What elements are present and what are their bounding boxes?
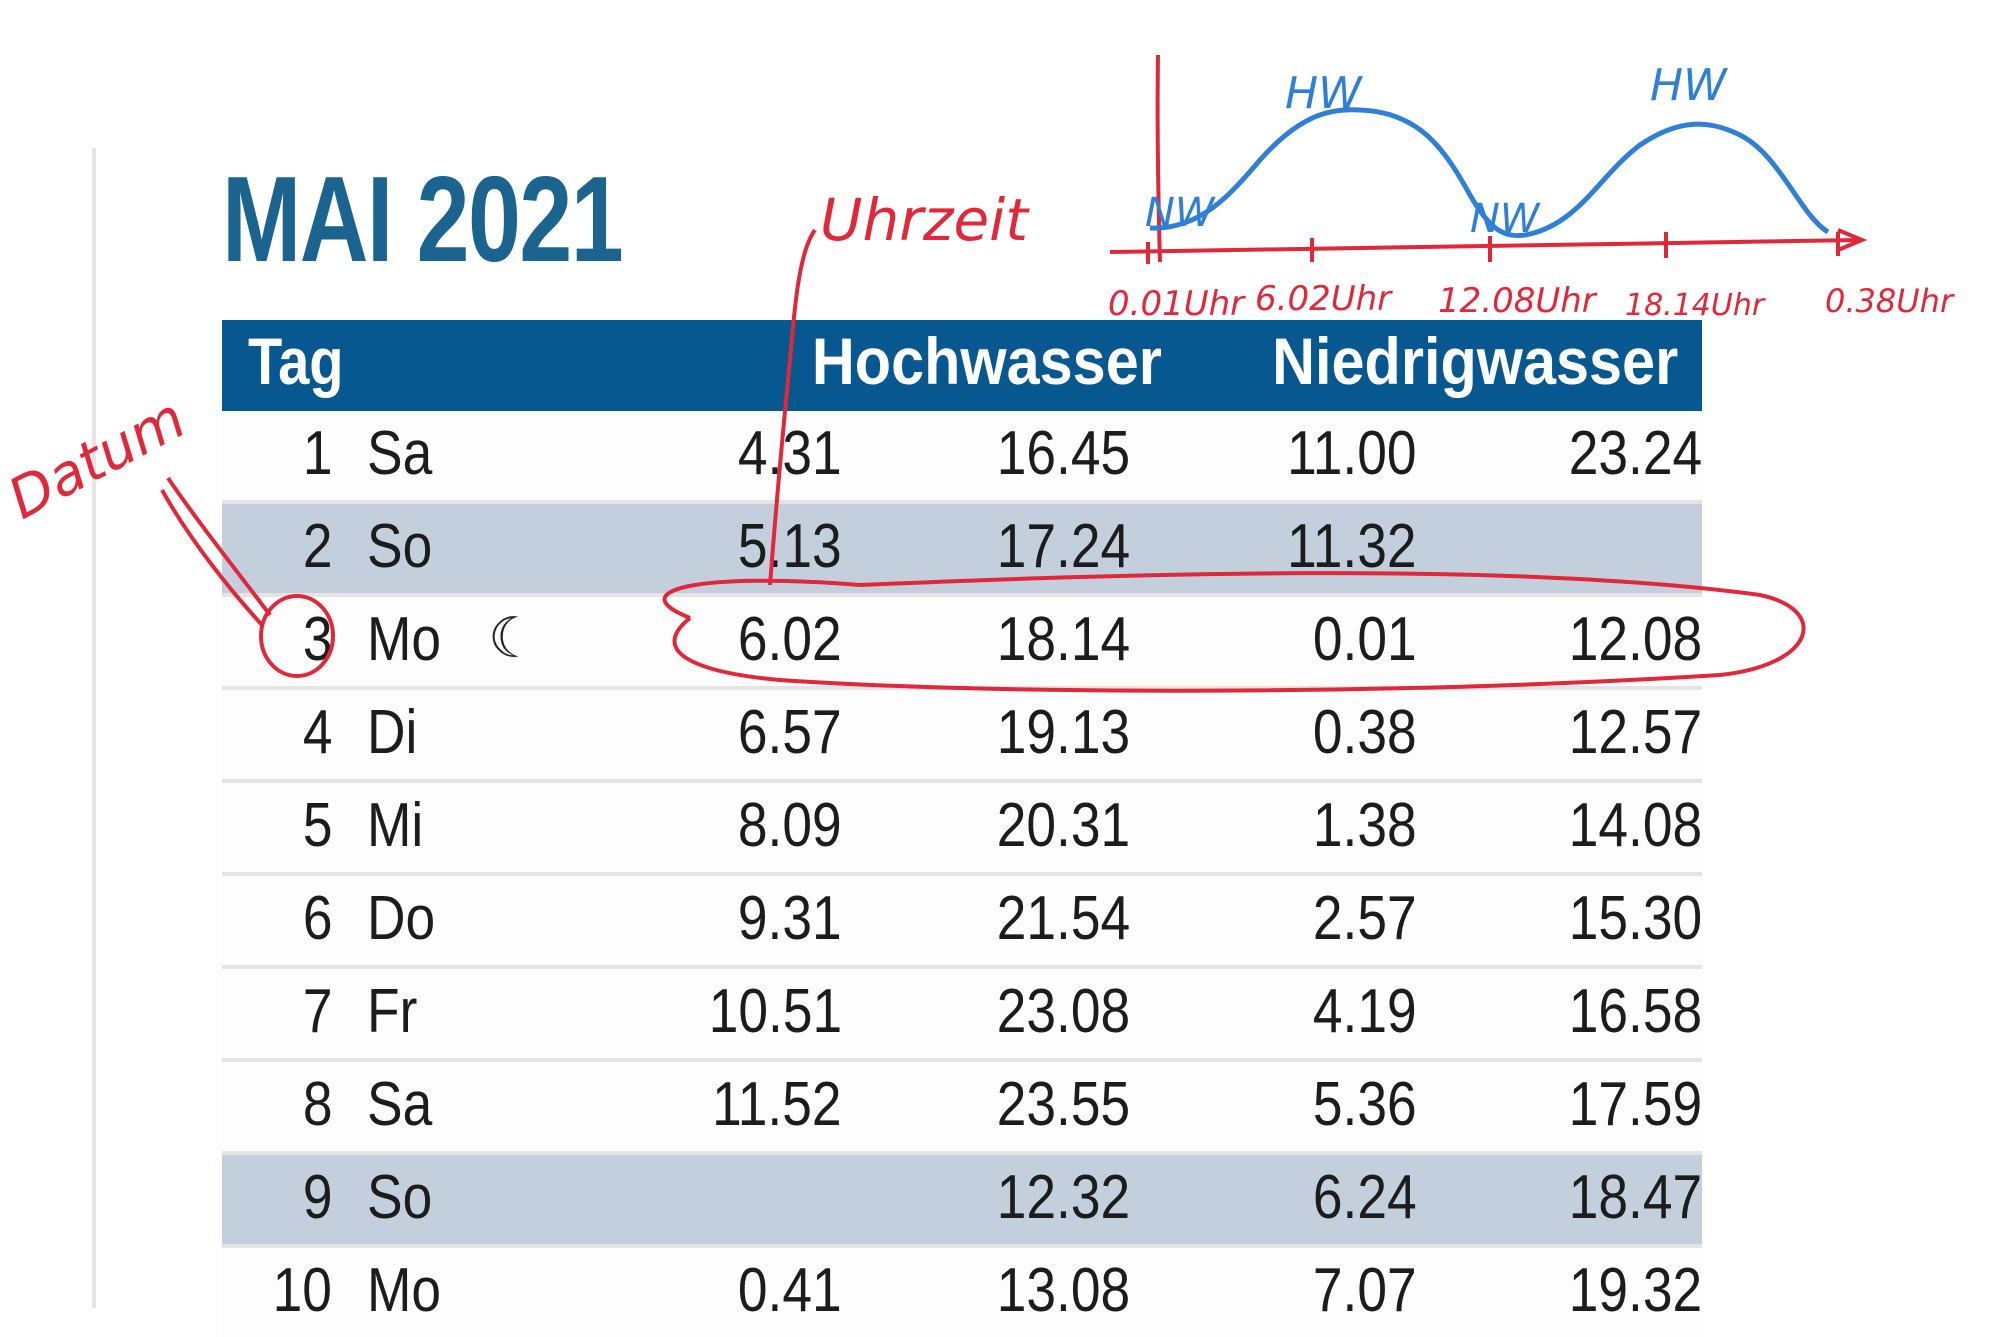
low-water-1-cell: 6.24 (1313, 1163, 1417, 1232)
weekday-cell: So (367, 1163, 433, 1232)
datum-label: Datum (0, 386, 196, 532)
low-water-2-cell: 15.30 (1568, 884, 1702, 953)
high-water-1-cell: 9.31 (738, 884, 842, 953)
weekday-cell: Mo (367, 605, 442, 674)
high-water-2-cell: 23.08 (996, 977, 1130, 1046)
low-water-1-cell: 11.00 (1287, 419, 1417, 488)
day-cell: 6 (302, 884, 332, 953)
low-water-1-cell: 7.07 (1313, 1256, 1417, 1325)
day-cell: 2 (302, 512, 332, 581)
low-water-2-cell: 18.47 (1568, 1163, 1702, 1232)
day-cell: 3 (302, 605, 332, 674)
high-water-2-cell: 20.31 (996, 791, 1130, 860)
low-water-2-cell: 16.58 (1568, 977, 1702, 1046)
weekday-cell: Fr (367, 977, 418, 1046)
table-row: 7 Fr 10.51 23.08 4.19 16.58 (222, 965, 1702, 1058)
sketch-label-nw-1: NW (1145, 190, 1216, 236)
weekday-cell: Di (367, 698, 418, 767)
high-water-2-cell: 16.45 (996, 419, 1130, 488)
high-water-2-cell: 21.54 (996, 884, 1130, 953)
weekday-cell: Mo (367, 1256, 442, 1325)
table-row: 10 Mo 0.41 13.08 7.07 19.32 (222, 1244, 1702, 1337)
table-row: 2 So 5.13 17.24 11.32 (222, 500, 1702, 593)
high-water-2-cell: 12.32 (996, 1163, 1130, 1232)
table-header: Tag Hochwasser Niedrigwasser (222, 320, 1702, 411)
low-water-1-cell: 0.38 (1313, 698, 1417, 767)
day-cell: 9 (302, 1163, 332, 1232)
high-water-1-cell: 10.51 (708, 977, 842, 1046)
sketch-time-label-3: 12.08Uhr (1438, 281, 1598, 321)
low-water-1-cell: 0.01 (1313, 605, 1417, 674)
low-water-1-cell: 2.57 (1313, 884, 1417, 953)
table-row: 4 Di 6.57 19.13 0.38 12.57 (222, 686, 1702, 779)
high-water-1-cell: 4.31 (738, 419, 842, 488)
high-water-1-cell: 11.52 (712, 1070, 842, 1139)
low-water-2-cell: 12.57 (1568, 698, 1702, 767)
header-high-water: Hochwasser (812, 324, 1162, 398)
sketch-label-nw-2: NW (1470, 196, 1541, 242)
header-day: Tag (248, 324, 344, 398)
sketch-tide-curve (1149, 107, 1830, 239)
table-body: 1 Sa 4.31 16.45 11.00 23.24 2 So 5.13 17.24 11.32 3… (222, 411, 1702, 1337)
weekday-cell: Mi (367, 791, 424, 860)
table-row: 3 Mo ☾ 6.02 18.14 0.01 12.08 (222, 593, 1702, 686)
month-title: MAI 2021 (222, 151, 624, 287)
high-water-2-cell: 18.14 (996, 605, 1130, 674)
low-water-2-cell: 14.08 (1568, 791, 1702, 860)
sketch-time-label-1: 0.01Uhr (1108, 284, 1246, 324)
table-row: 1 Sa 4.31 16.45 11.00 23.24 (222, 411, 1702, 500)
sketch-time-label-5: 0.38Uhr (1825, 282, 1955, 320)
low-water-1-cell: 1.38 (1313, 791, 1417, 860)
sketch-time-label-4: 18.14Uhr (1625, 288, 1766, 323)
day-cell: 5 (302, 791, 332, 860)
sketch-label-hw-2: HW (1650, 60, 1728, 111)
high-water-1-cell: 8.09 (738, 791, 842, 860)
high-water-1-cell: 6.57 (738, 698, 842, 767)
moon-phase-icon: ☾ (488, 606, 539, 671)
low-water-2-cell: 19.32 (1568, 1256, 1702, 1325)
sketch-time-label-2: 6.02Uhr (1255, 279, 1393, 319)
table-row: 5 Mi 8.09 20.31 1.38 14.08 (222, 779, 1702, 872)
low-water-1-cell: 5.36 (1313, 1070, 1417, 1139)
low-water-2-cell: 12.08 (1568, 605, 1702, 674)
low-water-2-cell: 23.24 (1568, 419, 1702, 488)
low-water-1-cell: 11.32 (1287, 512, 1417, 581)
high-water-1-cell: 5.13 (738, 512, 842, 581)
weekday-cell: So (367, 512, 433, 581)
day-cell: 7 (302, 977, 332, 1046)
low-water-1-cell: 4.19 (1313, 977, 1417, 1046)
weekday-cell: Do (367, 884, 436, 953)
table-row: 6 Do 9.31 21.54 2.57 15.30 (222, 872, 1702, 965)
high-water-2-cell: 23.55 (996, 1070, 1130, 1139)
sketch-x-axis (1109, 238, 1861, 254)
page-edge (92, 148, 96, 1308)
high-water-1-cell: 6.02 (738, 605, 842, 674)
high-water-2-cell: 17.24 (996, 512, 1130, 581)
day-cell: 1 (302, 419, 332, 488)
day-cell: 4 (302, 698, 332, 767)
sketch-x-arrow (1837, 228, 1868, 252)
uhrzeit-label: Uhrzeit (820, 186, 1030, 254)
weekday-cell: Sa (367, 419, 433, 488)
sketch-label-hw-1: HW (1285, 68, 1363, 119)
tide-table: Tag Hochwasser Niedrigwasser 1 Sa 4.31 16.4… (222, 320, 1702, 1337)
day-cell: 10 (272, 1256, 332, 1325)
table-row: 9 So 12.32 6.24 18.47 (222, 1151, 1702, 1244)
high-water-2-cell: 13.08 (996, 1256, 1130, 1325)
high-water-2-cell: 19.13 (996, 698, 1130, 767)
high-water-1-cell: 0.41 (738, 1256, 842, 1325)
table-row: 8 Sa 11.52 23.55 5.36 17.59 (222, 1058, 1702, 1151)
weekday-cell: Sa (367, 1070, 433, 1139)
header-low-water: Niedrigwasser (1271, 324, 1678, 398)
low-water-2-cell: 17.59 (1568, 1070, 1702, 1139)
sketch-y-axis (1155, 54, 1162, 263)
day-cell: 8 (302, 1070, 332, 1139)
